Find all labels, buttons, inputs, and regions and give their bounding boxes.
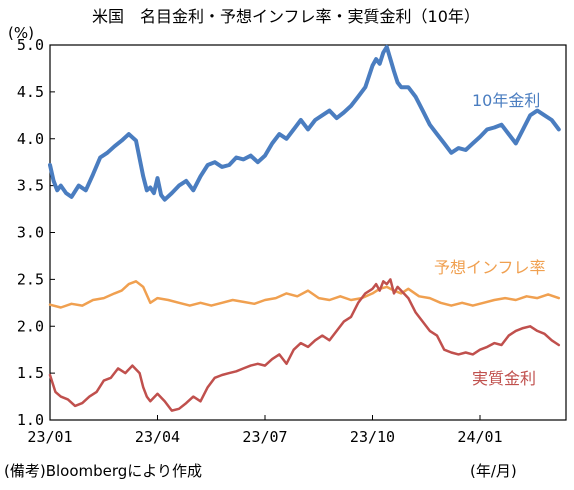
series-line-nominal-yield — [48, 44, 561, 202]
x-tick-label: 23/10 — [350, 428, 395, 446]
series-label-nominal-yield: 10年金利 — [472, 91, 540, 110]
y-tick-label: 1.0 — [17, 411, 44, 429]
source-note: (備考)Bloombergにより作成 — [4, 462, 202, 480]
y-tick-label: 4.5 — [17, 83, 44, 101]
y-tick-label: 2.0 — [17, 317, 44, 335]
y-axis-unit: (%) — [8, 24, 34, 42]
series-line-expected-inflation — [48, 280, 561, 309]
x-tick-label: 24/01 — [457, 428, 502, 446]
y-axis: 1.0 1.5 2.0 2.5 3.0 3.5 4.0 4.5 5.0 — [17, 36, 55, 429]
x-tick-label: 23/07 — [242, 428, 287, 446]
y-tick-label: 3.0 — [17, 224, 44, 242]
y-tick-label: 2.5 — [17, 270, 44, 288]
series-label-real-yield: 実質金利 — [472, 369, 536, 388]
x-tick-label: 23/01 — [27, 428, 72, 446]
y-tick-label: 5.0 — [17, 36, 44, 54]
chart-title: 米国 名目金利・予想インフレ率・実質金利（10年） — [92, 7, 480, 26]
y-tick-label: 4.0 — [17, 130, 44, 148]
x-axis: 23/01 23/04 23/07 23/10 24/01 — [27, 415, 503, 446]
series-line-real-yield — [48, 278, 561, 412]
y-tick-label: 1.5 — [17, 364, 44, 382]
x-axis-unit: (年/月) — [470, 462, 517, 480]
y-tick-label: 3.5 — [17, 177, 44, 195]
series-lines — [48, 44, 561, 412]
series-label-expected-inflation: 予想インフレ率 — [434, 258, 546, 277]
x-tick-label: 23/04 — [135, 428, 180, 446]
